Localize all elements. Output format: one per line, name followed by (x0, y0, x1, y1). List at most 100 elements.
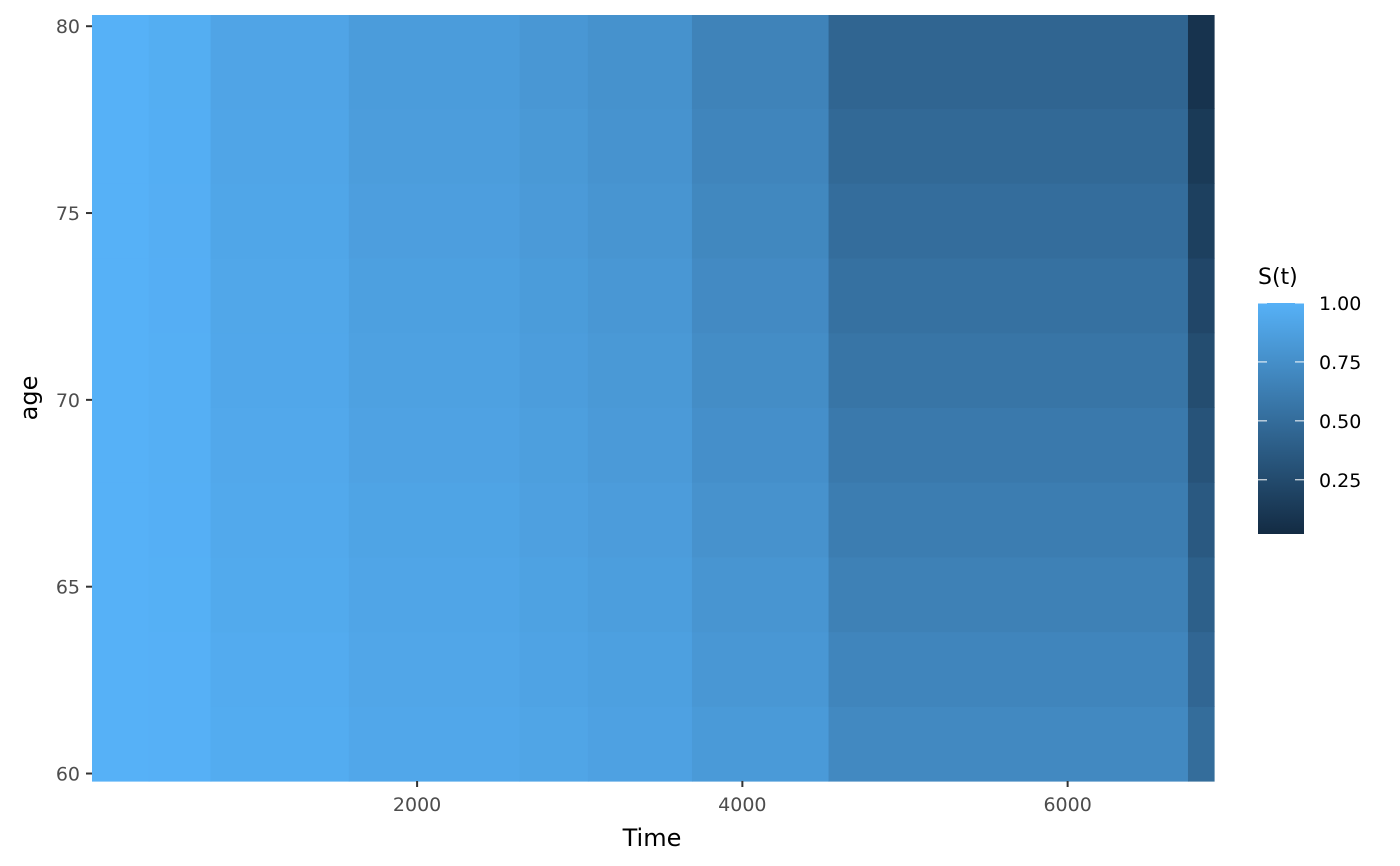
heatmap-cell (588, 557, 693, 632)
heatmap-cell (588, 183, 693, 258)
legend-tick-label: 0.75 (1319, 352, 1361, 374)
plot-panel (92, 15, 1215, 782)
x-tick-label: 2000 (393, 794, 441, 816)
y-tick-label: 65 (56, 577, 80, 599)
heatmap-cell (829, 15, 1189, 109)
heatmap-cell (211, 333, 350, 408)
legend-tick-label: 1.00 (1319, 293, 1361, 315)
heatmap-cell (588, 258, 693, 333)
heatmap-cell (829, 407, 1189, 482)
y-tick-label: 75 (56, 203, 80, 225)
heatmap-cell (149, 482, 211, 557)
legend-colorbar (1258, 303, 1304, 534)
heatmap-cell (520, 407, 589, 482)
heatmap-cell (588, 108, 693, 183)
heatmap-cell (588, 706, 693, 781)
heatmap-cell (349, 407, 520, 482)
heatmap-cell (149, 632, 211, 707)
heatmap-cell (692, 258, 829, 333)
heatmap-cell (829, 706, 1189, 781)
heatmap-cell (1188, 407, 1215, 482)
heatmap-cell (829, 482, 1189, 557)
x-tick-label: 4000 (718, 794, 766, 816)
heatmap-cell (211, 258, 350, 333)
heatmap-cell (92, 632, 149, 707)
heatmap-cell (92, 482, 149, 557)
heatmap-cell (588, 333, 693, 408)
heatmap-cell (1188, 183, 1215, 258)
heatmap-cell (520, 183, 589, 258)
heatmap-cell (520, 108, 589, 183)
heatmap-cell (92, 183, 149, 258)
heatmap-cell (588, 632, 693, 707)
y-axis: 60 65 70 75 80 (56, 16, 92, 785)
heatmap-cell (588, 15, 693, 109)
heatmap-cell (829, 258, 1189, 333)
heatmap-cell (1188, 108, 1215, 183)
heatmap-cell (92, 333, 149, 408)
y-tick-label: 70 (56, 390, 80, 412)
heatmap-cell (92, 706, 149, 781)
heatmap-cell (349, 706, 520, 781)
heatmap-cell (1188, 557, 1215, 632)
heatmap-cell (349, 258, 520, 333)
heatmap-cell (520, 557, 589, 632)
heatmap-cell (829, 632, 1189, 707)
x-tick-label: 6000 (1043, 794, 1091, 816)
heatmap-cell (692, 482, 829, 557)
heatmap-cell (92, 258, 149, 333)
heatmap-cell (1188, 706, 1215, 781)
heatmap-cell (588, 407, 693, 482)
y-tick-label: 80 (56, 16, 80, 38)
heatmap-cell (692, 108, 829, 183)
heatmap-cell (829, 108, 1189, 183)
heatmap-cell (149, 258, 211, 333)
heatmap-cell (520, 258, 589, 333)
y-axis-title: age (15, 376, 43, 421)
legend-tick-label: 0.50 (1319, 411, 1361, 433)
heatmap-cell (349, 15, 520, 109)
legend-title: S(t) (1258, 265, 1298, 290)
heatmap-cell (92, 557, 149, 632)
y-tick-label: 60 (56, 764, 80, 786)
heatmap-cell (520, 15, 589, 109)
heatmap-cell (692, 183, 829, 258)
heatmap-cell (211, 482, 350, 557)
heatmap-cell (149, 557, 211, 632)
heatmap-cell (211, 108, 350, 183)
heatmap-cell (149, 407, 211, 482)
heatmap-cell (588, 482, 693, 557)
heatmap-cell (520, 333, 589, 408)
heatmap-cell (149, 108, 211, 183)
heatmap-cell (1188, 15, 1215, 109)
heatmap-cell (692, 632, 829, 707)
heatmap-cell (349, 183, 520, 258)
heatmap-cell (692, 557, 829, 632)
heatmap-cell (349, 557, 520, 632)
heatmap-cell (692, 706, 829, 781)
heatmap-cell (92, 108, 149, 183)
heatmap-cell (149, 333, 211, 408)
heatmap-cell (520, 706, 589, 781)
x-axis: 2000 4000 6000 (393, 781, 1092, 816)
heatmap-cell (1188, 333, 1215, 408)
heatmap-cell (829, 557, 1189, 632)
heatmap-cell (211, 557, 350, 632)
heatmap-cell (211, 407, 350, 482)
heatmap-cell (829, 333, 1189, 408)
heatmap-cell (149, 183, 211, 258)
heatmap-cell (520, 482, 589, 557)
heatmap-cell (92, 407, 149, 482)
heatmap-cell (211, 632, 350, 707)
heatmap-cell (1188, 258, 1215, 333)
color-legend: S(t) 1.00 0.75 0.50 0.25 (1258, 265, 1361, 534)
heatmap-cell (692, 15, 829, 109)
heatmap-cell (692, 407, 829, 482)
heatmap-cell (1188, 632, 1215, 707)
heatmap-cell (92, 15, 149, 109)
x-axis-title: Time (622, 824, 682, 852)
heatmap-cell (149, 706, 211, 781)
heatmap-cell (149, 15, 211, 109)
heatmap-cell (829, 183, 1189, 258)
heatmap-cell (211, 15, 350, 109)
